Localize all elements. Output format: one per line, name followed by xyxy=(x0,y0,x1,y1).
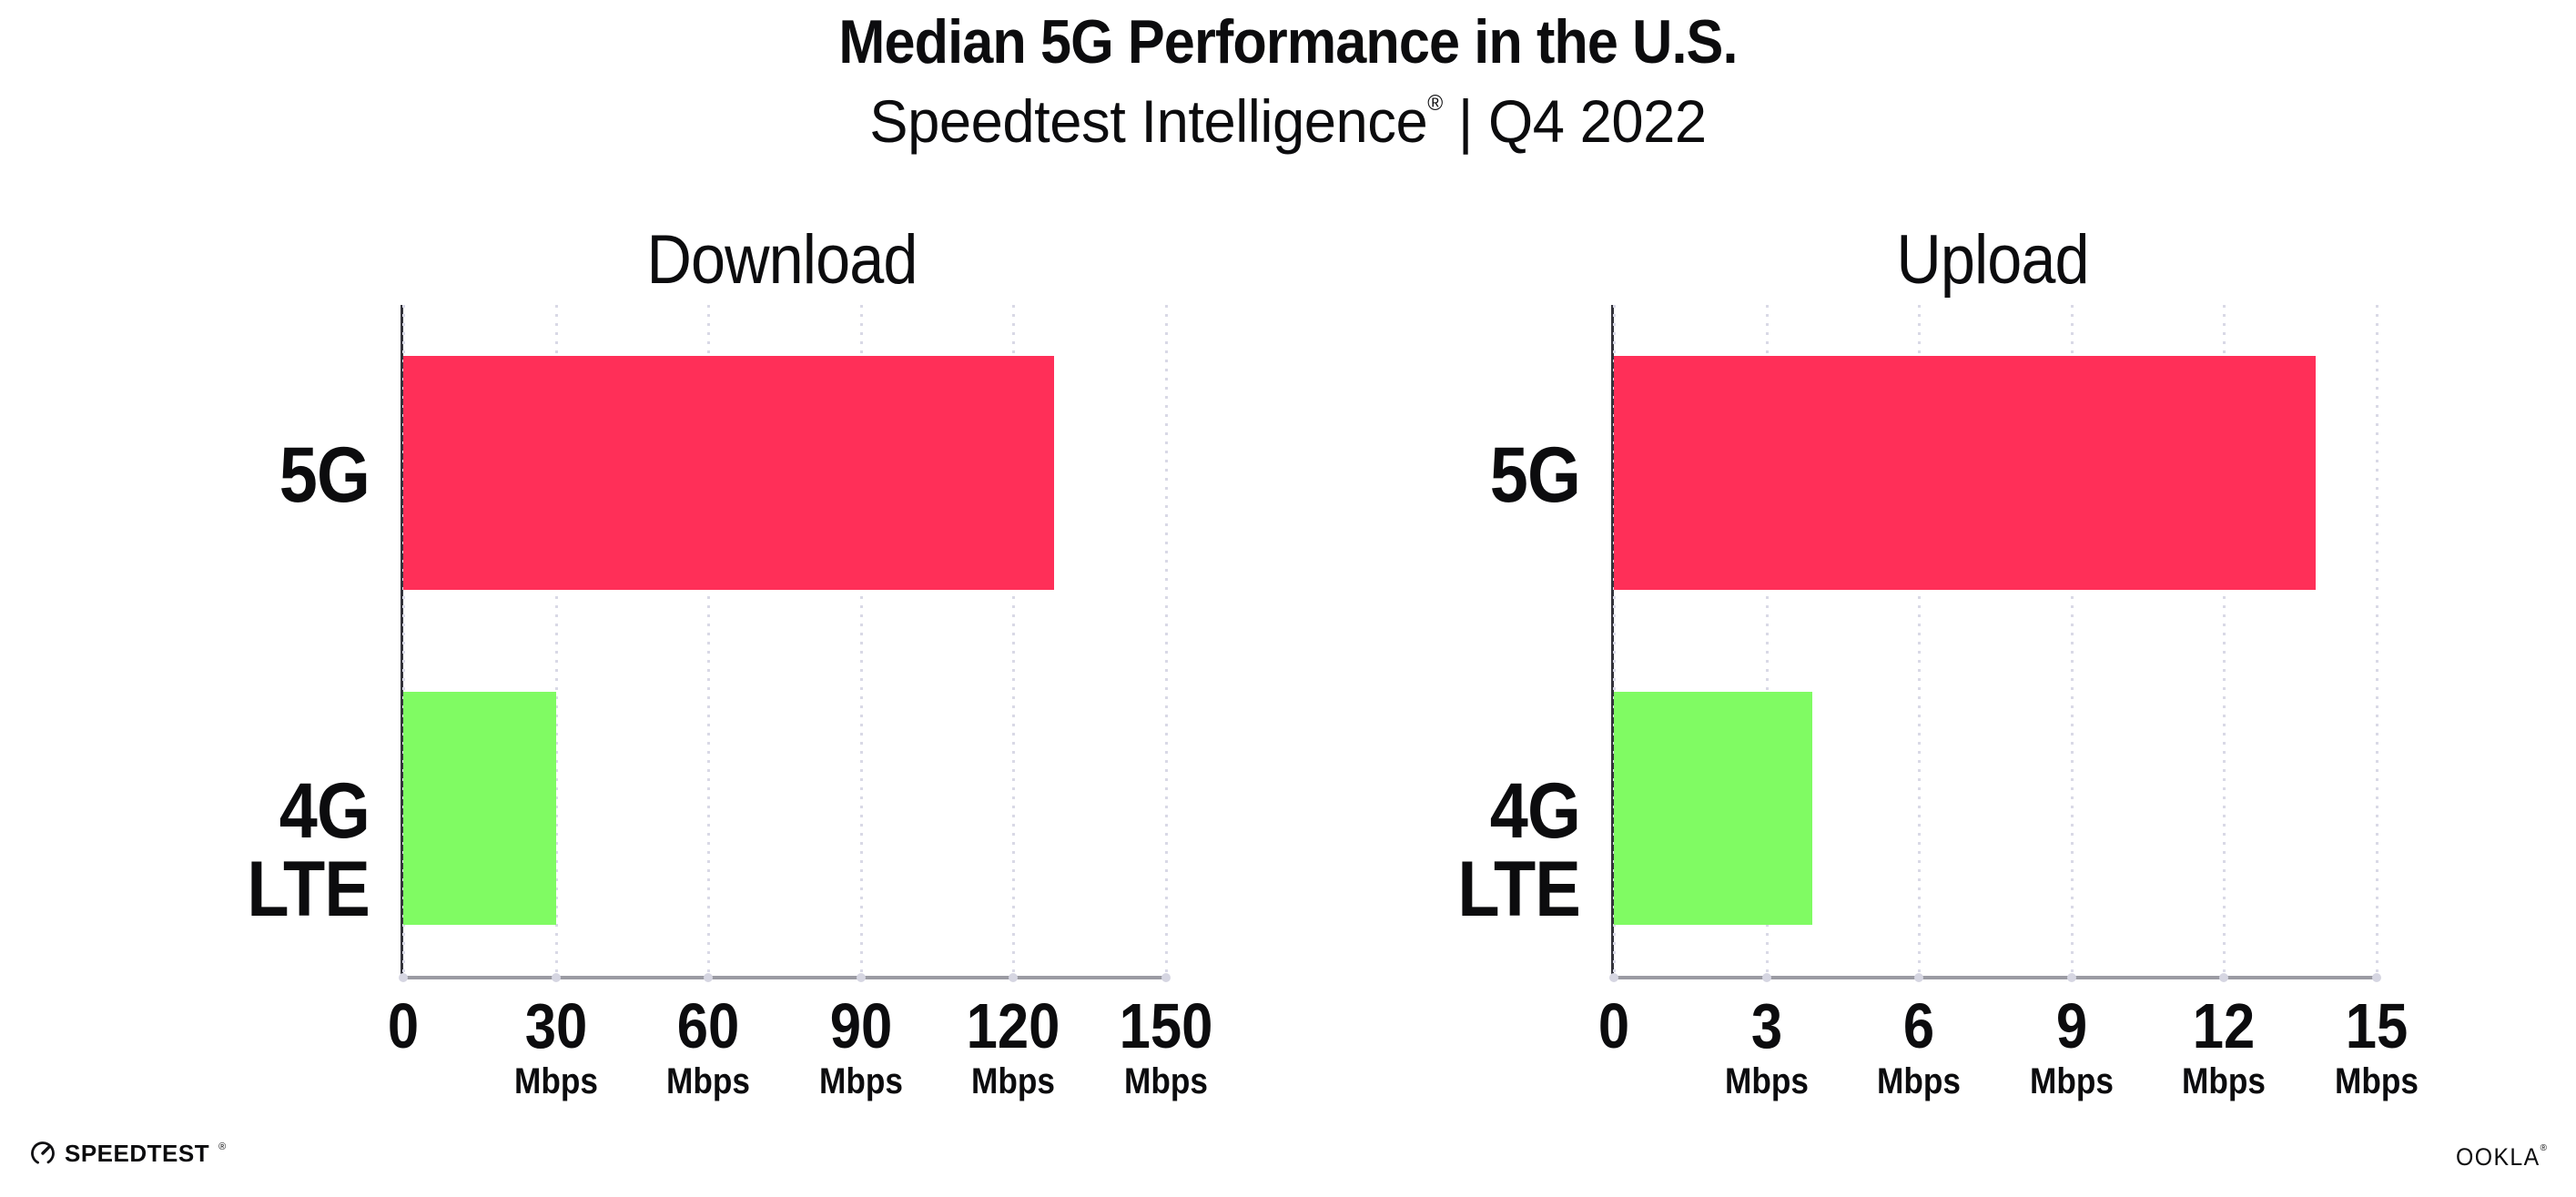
tick-value: 15 xyxy=(2345,990,2409,1061)
speedtest-logo: SPEEDTEST ® xyxy=(29,1140,227,1167)
ookla-wordmark: OOKLA xyxy=(2456,1143,2541,1171)
axis-tick-dot xyxy=(2372,973,2381,982)
axis-tick-dot xyxy=(399,973,408,982)
gridline xyxy=(2223,305,2226,976)
ookla-registered-mark: ® xyxy=(2540,1143,2547,1153)
category-label: 4G LTE xyxy=(247,766,370,933)
axis-tick-dot xyxy=(2219,973,2229,982)
tick-unit: Mbps xyxy=(2335,1061,2419,1101)
tick-unit: Mbps xyxy=(513,1061,598,1101)
axis-tick-dot xyxy=(1914,973,1924,982)
tick-value: 3 xyxy=(1750,990,1782,1061)
page-subtitle: Speedtest Intelligence® | Q4 2022 xyxy=(52,91,2525,151)
tick-unit: Mbps xyxy=(1877,1061,1962,1101)
axis-tick-dot xyxy=(1609,973,1618,982)
speedtest-gauge-icon xyxy=(31,1141,55,1165)
tick-unit: Mbps xyxy=(818,1061,903,1101)
x-axis-tick-label: 9 Mbps xyxy=(2030,994,2114,1100)
tick-value: 60 xyxy=(676,990,740,1061)
axis-tick-dot xyxy=(856,973,866,982)
gridline xyxy=(1165,305,1168,976)
gridline xyxy=(2070,305,2074,976)
tick-value: 9 xyxy=(2055,990,2087,1061)
tick-unit: Mbps xyxy=(666,1061,751,1101)
download-chart-heading: Download xyxy=(646,221,918,299)
page-title: Median 5G Performance in the U.S. xyxy=(838,7,1738,76)
tick-unit: Mbps xyxy=(1724,1061,1809,1101)
gridline xyxy=(1613,305,1616,976)
gridline xyxy=(1012,305,1016,976)
tick-value: 12 xyxy=(2193,990,2256,1061)
x-axis-tick-label: 30 Mbps xyxy=(514,994,598,1100)
x-axis-tick-label: 6 Mbps xyxy=(1877,994,1961,1100)
axis-tick-dot xyxy=(2066,973,2076,982)
tick-unit: Mbps xyxy=(2029,1061,2114,1101)
x-axis-tick-label: 120 Mbps xyxy=(967,994,1060,1100)
4g-lte-bar xyxy=(403,691,556,926)
gridline xyxy=(859,305,863,976)
registered-trademark-mark: ® xyxy=(1427,91,1443,116)
x-axis-tick-label: 60 Mbps xyxy=(666,994,750,1100)
x-axis-tick-label: 15 Mbps xyxy=(2335,994,2419,1100)
axis-tick-dot xyxy=(1009,973,1019,982)
gauge-needle-icon xyxy=(41,1145,50,1155)
subtitle-period: | Q4 2022 xyxy=(1442,87,1707,155)
download-chart: Download 0 30 Mbps 60 Mbps 90 Mbps 120 Mbps 150 Mb… xyxy=(127,218,1212,1138)
axis-tick-dot xyxy=(704,973,714,982)
ookla-logo: OOKLA ® xyxy=(2449,1143,2547,1171)
gridline xyxy=(2376,305,2378,976)
category-label: 5G xyxy=(1489,431,1581,520)
tick-value: 150 xyxy=(1119,990,1213,1061)
x-axis-tick-label: 0 xyxy=(1598,994,1629,1058)
tick-unit: Mbps xyxy=(971,1061,1056,1101)
x-axis-tick-label: 0 xyxy=(388,994,419,1058)
upload-chart-heading: Upload xyxy=(1896,221,2089,299)
5g-bar xyxy=(403,356,1055,590)
download-plot-area xyxy=(399,305,1171,982)
5g-bar xyxy=(1614,356,2316,590)
upload-plot-area xyxy=(1609,305,2381,982)
category-label: 5G xyxy=(279,431,370,520)
upload-chart: Upload 0 3 Mbps 6 Mbps 9 Mbps 12 Mbps 15 Mbps 5G 4G … xyxy=(1338,218,2419,1138)
speedtest-wordmark: SPEEDTEST xyxy=(65,1140,210,1167)
axis-tick-dot xyxy=(1761,973,1771,982)
tick-unit: Mbps xyxy=(1124,1061,1208,1101)
gridline xyxy=(707,305,711,976)
speedtest-registered-mark: ® xyxy=(218,1141,227,1152)
tick-value: 30 xyxy=(524,990,587,1061)
x-axis-tick-label: 12 Mbps xyxy=(2182,994,2266,1100)
axis-tick-dot xyxy=(1161,973,1171,982)
4g-lte-bar xyxy=(1614,691,1812,926)
category-label: 4G LTE xyxy=(1457,766,1581,933)
tick-value: 90 xyxy=(829,990,893,1061)
gridline xyxy=(1765,305,1769,976)
x-axis-tick-label: 150 Mbps xyxy=(1120,994,1213,1100)
x-axis-tick-label: 3 Mbps xyxy=(1725,994,1809,1100)
tick-value: 120 xyxy=(967,990,1060,1061)
gridline xyxy=(402,305,405,976)
tick-value: 6 xyxy=(1903,990,1935,1061)
tick-value: 0 xyxy=(1597,990,1630,1061)
axis-tick-dot xyxy=(551,973,561,982)
tick-unit: Mbps xyxy=(2182,1061,2267,1101)
tick-value: 0 xyxy=(387,990,420,1061)
subtitle-brand: Speedtest Intelligence xyxy=(869,87,1428,155)
gridline xyxy=(1918,305,1922,976)
gridline xyxy=(554,305,558,976)
x-axis-tick-label: 90 Mbps xyxy=(819,994,903,1100)
